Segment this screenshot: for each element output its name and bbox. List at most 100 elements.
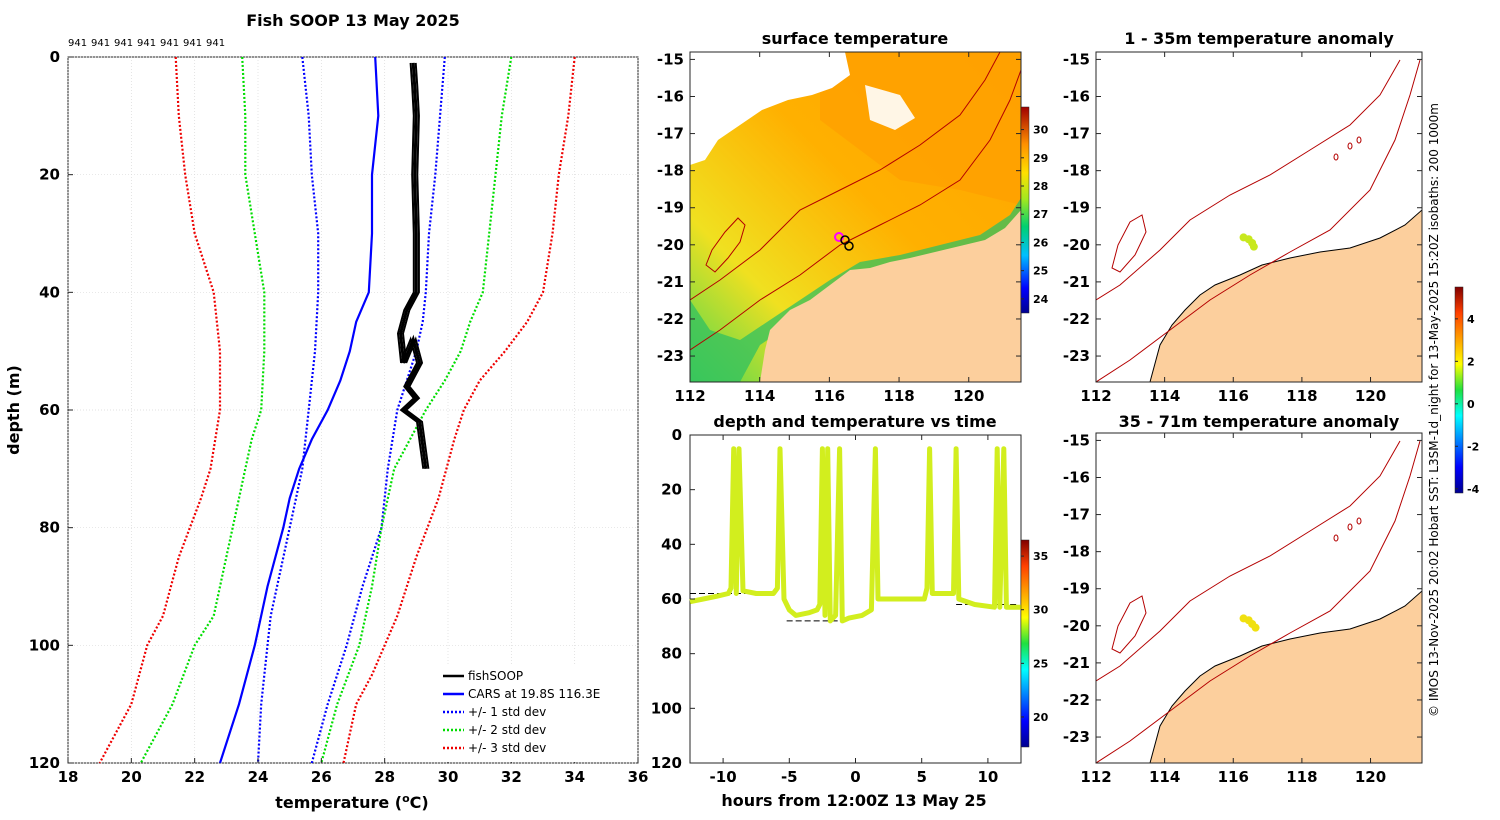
m1-xtick-label: 112 (1080, 387, 1111, 405)
profile-xtick-label: 36 (628, 768, 649, 786)
m1-ytick-label: -23 (1063, 347, 1090, 365)
sst-cbar-label: 28 (1033, 180, 1048, 193)
sst-cars-marker (834, 232, 854, 251)
sst-xtick-label: 116 (814, 387, 845, 405)
sst-cbar-label: 29 (1033, 152, 1048, 165)
m1-isobath-200 (1096, 59, 1421, 382)
profile-xtick-label: 20 (121, 768, 142, 786)
sst-ytick-label: -15 (657, 50, 684, 68)
sst-colorbar (1020, 106, 1030, 314)
ts-ytick-label: 40 (661, 535, 682, 553)
profile-series--1-std-dev (310, 56, 446, 764)
m1-reef (1333, 153, 1339, 161)
m2-isobath-1000 (1096, 440, 1401, 682)
profile-ytick-label: 40 (39, 283, 60, 301)
m2-axes-box (1095, 432, 1423, 764)
profile-top-label: 941 (160, 38, 179, 49)
profile-xtick-label: 28 (374, 768, 395, 786)
sst-ytick-label: -16 (657, 87, 684, 105)
anom-cbar-label: -4 (1467, 483, 1480, 496)
m2-xtick-label: 116 (1218, 768, 1249, 786)
ts-ytick-label: 120 (651, 754, 682, 772)
sst-ticks: 112 114 116 118 120 -15 -16 -17 -18 -19 -20 -21 -22 -… (657, 50, 1021, 405)
m1-ytick-label: -15 (1063, 50, 1090, 68)
m2-ytick-label: -19 (1063, 580, 1090, 598)
legend-label-fishsoop: fishSOOP (468, 669, 523, 683)
ts-ytick-label: 20 (661, 481, 682, 499)
anomaly-map-shallow: 1 - 35m temperature anomaly 112 114 116 118… (1063, 29, 1423, 405)
sst-xtick-label: 120 (953, 387, 984, 405)
m1-isobath-1000 (1096, 59, 1401, 301)
profile-ticks: 18 20 22 24 26 28 30 32 34 36 0 20 40 60 80 100 120 (29, 48, 649, 786)
ts-ytick-label: 60 (661, 590, 682, 608)
ts-xtick-label: -5 (781, 768, 798, 786)
profile-ytick-label: 20 (39, 166, 60, 184)
profile-ytick-label: 100 (29, 636, 60, 654)
m2-xtick-label: 112 (1080, 768, 1111, 786)
profile-xtick-label: 32 (501, 768, 522, 786)
m1-ytick-label: -17 (1063, 125, 1090, 143)
profile-xtick-label: 34 (564, 768, 585, 786)
anomaly-colorbar-ticks: -4 -2 0 2 4 (1455, 313, 1480, 496)
sst-isobath-1000 (690, 52, 1001, 301)
m2-ytick-label: -18 (1063, 543, 1090, 561)
m1-title: 1 - 35m temperature anomaly (1124, 29, 1394, 48)
profile-series--1-std-dev (256, 56, 320, 764)
ts-xlabel: hours from 12:00Z 13 May 25 (721, 791, 986, 810)
m1-xtick-label: 116 (1218, 387, 1249, 405)
ts-cbar-label: 25 (1033, 657, 1048, 670)
credit-text: © IMOS 13-Nov-2025 20:02 Hobart SST: L3S… (1427, 103, 1441, 717)
ts-ytick-label: 100 (651, 699, 682, 717)
profile-series-fishsoop-cast (396, 62, 425, 469)
ts-colorbar (1020, 539, 1030, 748)
sst-ytick-label: -21 (657, 273, 684, 291)
m2-ytick-label: -17 (1063, 506, 1090, 524)
anomaly-colorbar (1454, 286, 1464, 494)
sst-ytick-label: -20 (657, 236, 684, 254)
profile-ytick-label: 60 (39, 401, 60, 419)
sst-island (705, 217, 746, 273)
profile-legend: fishSOOP CARS at 19.8S 116.3E +/- 1 std … (437, 664, 637, 762)
profile-xtick-label: 22 (184, 768, 205, 786)
legend-label-std1: +/- 1 std dev (468, 705, 546, 719)
sst-ytick-label: -17 (657, 125, 684, 143)
m1-ytick-label: -19 (1063, 199, 1090, 217)
sst-ytick-label: -22 (657, 310, 684, 328)
anom-cbar-label: -2 (1467, 440, 1479, 453)
sst-cbar-label: 25 (1033, 265, 1048, 278)
m1-xtick-label: 114 (1149, 387, 1180, 405)
sst-cbar-label: 27 (1033, 208, 1048, 221)
sst-cbar-label: 24 (1033, 293, 1049, 306)
sst-xtick-label: 112 (674, 387, 705, 405)
m2-xtick-label: 118 (1286, 768, 1317, 786)
profile-ytick-label: 120 (29, 754, 60, 772)
sst-land (760, 210, 1021, 382)
ts-ytick-label: 0 (672, 426, 682, 444)
m2-ytick-label: -22 (1063, 691, 1090, 709)
profile-top-label: 941 (183, 38, 202, 49)
anom-cbar-label: 0 (1467, 398, 1475, 411)
profile-top-label: 941 (206, 38, 225, 49)
profile-ylabel: depth (m) (4, 365, 23, 455)
ts-ytick-label: 80 (661, 645, 682, 663)
profile-series (98, 56, 576, 764)
m2-ytick-label: -21 (1063, 654, 1090, 672)
timeseries-panel: depth and temperature vs time -10 -5 0 5 100… (651, 412, 1049, 810)
ts-xtick-label: 0 (850, 768, 860, 786)
sst-title: surface temperature (762, 29, 949, 48)
legend-label-std2: +/- 2 std dev (468, 723, 546, 737)
sst-cloud-mask-2 (865, 85, 915, 130)
m2-title: 35 - 71m temperature anomaly (1119, 412, 1400, 431)
profile-xtick-label: 24 (248, 768, 269, 786)
sst-colorbar-ticks: 24 25 26 27 28 29 30 (1021, 124, 1049, 306)
ts-cbar-label: 30 (1033, 604, 1049, 617)
m1-ytick-label: -20 (1063, 236, 1090, 254)
ts-cbar-label: 35 (1033, 550, 1048, 563)
profile-series--3-std-dev (98, 56, 222, 764)
m2-island (1111, 595, 1147, 654)
m1-ytick-label: -21 (1063, 273, 1090, 291)
profile-title: Fish SOOP 13 May 2025 (246, 11, 460, 30)
profile-top-labels: 941 941 941 941 941 941 941 (68, 38, 225, 49)
